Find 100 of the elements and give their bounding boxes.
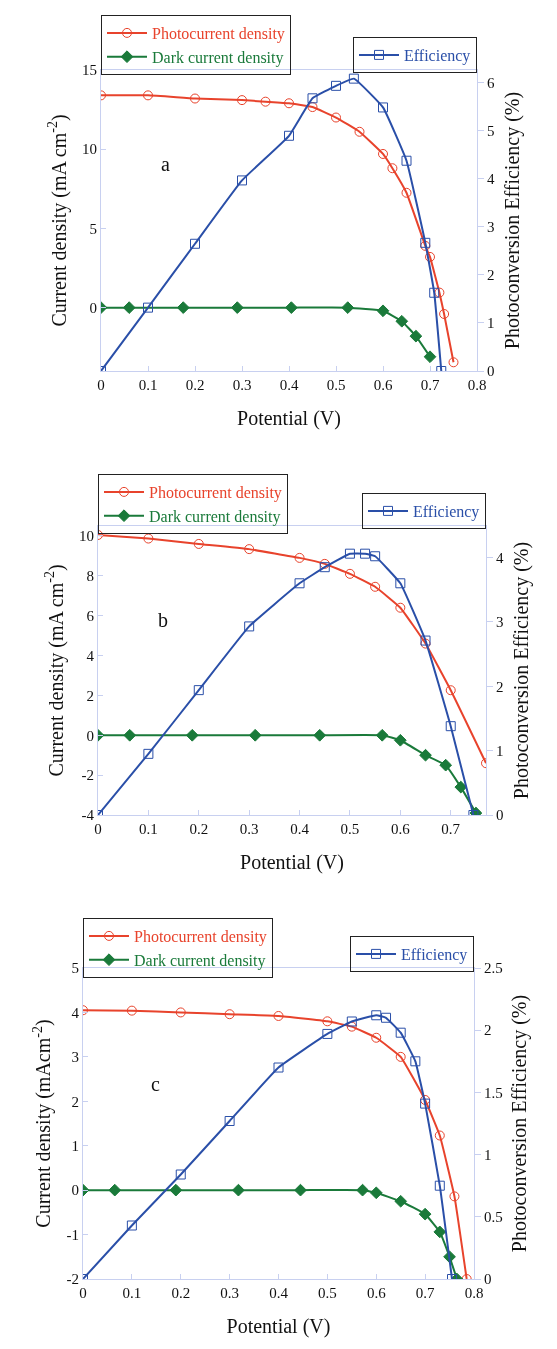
point bbox=[273, 1010, 284, 1021]
x-axis-title: Potential (V) bbox=[240, 850, 344, 874]
y2-tick-label: 1 bbox=[496, 742, 504, 759]
y2-tick-label: 1 bbox=[487, 315, 495, 332]
point bbox=[319, 562, 330, 573]
point bbox=[244, 621, 255, 632]
point bbox=[395, 1051, 406, 1062]
point bbox=[260, 96, 271, 107]
point bbox=[322, 1016, 333, 1027]
y-tick-label: 4 bbox=[71, 1004, 80, 1021]
y2-tick-label: 4 bbox=[496, 549, 504, 566]
legend-label: Efficiency bbox=[401, 946, 468, 965]
point bbox=[449, 1191, 460, 1202]
x-tick-label: 0.5 bbox=[340, 821, 360, 837]
point bbox=[434, 1180, 445, 1191]
y-tick-label: 0 bbox=[86, 727, 94, 744]
point bbox=[248, 728, 262, 742]
x-tick-label: 0.8 bbox=[464, 1285, 484, 1301]
point bbox=[371, 1010, 382, 1021]
annotation: a bbox=[161, 153, 170, 175]
point bbox=[344, 548, 355, 559]
point bbox=[394, 1194, 408, 1208]
point bbox=[237, 175, 247, 186]
point bbox=[294, 1183, 307, 1197]
point bbox=[319, 558, 330, 569]
point bbox=[232, 1183, 245, 1197]
point bbox=[348, 73, 359, 84]
point bbox=[420, 1094, 431, 1105]
point bbox=[143, 748, 154, 759]
y2-tick-label: 0.5 bbox=[484, 1209, 503, 1226]
annotation: c bbox=[151, 1073, 160, 1095]
x-tick-label: 0.7 bbox=[420, 377, 440, 393]
legend-label: Photocurrent density bbox=[152, 25, 285, 44]
point bbox=[294, 552, 305, 563]
point bbox=[371, 1032, 382, 1043]
point bbox=[185, 728, 199, 742]
y-tick-label: -2 bbox=[81, 767, 94, 784]
point bbox=[193, 538, 204, 549]
x-tick-label: 0.4 bbox=[269, 1285, 289, 1301]
point bbox=[175, 1007, 186, 1018]
y-tick-label: 2 bbox=[86, 687, 94, 704]
y-tick-label: 4 bbox=[86, 647, 95, 664]
y-tick-label: 6 bbox=[86, 607, 95, 624]
point bbox=[331, 112, 341, 123]
y2-tick-label: 2 bbox=[496, 678, 504, 695]
y2-tick-label: 3 bbox=[487, 219, 495, 236]
point bbox=[346, 1021, 357, 1032]
legend-label: Dark current density bbox=[152, 48, 284, 67]
y-tick-label: -2 bbox=[66, 1271, 79, 1288]
point bbox=[423, 350, 437, 364]
x-axis-title: Potential (V) bbox=[226, 1314, 331, 1338]
point bbox=[418, 1207, 432, 1221]
point bbox=[143, 533, 154, 544]
point bbox=[369, 1186, 383, 1200]
point bbox=[393, 733, 407, 747]
point bbox=[190, 238, 200, 249]
x-tick-label: 0.6 bbox=[390, 821, 411, 837]
point bbox=[395, 602, 406, 613]
y2-axis-title: Photoconversion Efficiency (%) bbox=[508, 994, 532, 1253]
y2-tick-label: 0 bbox=[487, 363, 495, 380]
point bbox=[387, 163, 398, 174]
y2-tick-label: 1 bbox=[484, 1146, 492, 1163]
point bbox=[122, 301, 136, 314]
point bbox=[307, 93, 318, 104]
point bbox=[284, 98, 294, 109]
point bbox=[244, 544, 255, 555]
y2-tick-label: 2.5 bbox=[484, 960, 503, 977]
y2-tick-label: 2 bbox=[484, 1022, 492, 1039]
point bbox=[143, 302, 153, 313]
point bbox=[237, 95, 247, 106]
point bbox=[341, 301, 355, 314]
legend-label: Dark current density bbox=[149, 507, 281, 526]
y2-tick-label: 4 bbox=[487, 171, 495, 188]
point bbox=[307, 102, 318, 113]
legend-label: Efficiency bbox=[404, 47, 471, 66]
point bbox=[401, 155, 412, 166]
point bbox=[322, 1028, 333, 1039]
y-tick-label: 5 bbox=[71, 960, 79, 977]
y-tick-label: 2 bbox=[71, 1093, 79, 1110]
y-tick-label: 10 bbox=[82, 141, 97, 158]
y-tick-label: 8 bbox=[86, 568, 94, 585]
point bbox=[419, 748, 432, 762]
y2-tick-label: 6 bbox=[487, 75, 495, 92]
point bbox=[284, 130, 294, 141]
point bbox=[378, 102, 388, 113]
point bbox=[445, 721, 456, 732]
point bbox=[433, 1225, 447, 1239]
point bbox=[294, 578, 305, 589]
point bbox=[169, 1183, 183, 1197]
x-tick-label: 0.6 bbox=[373, 377, 393, 393]
y2-axis-title: Photoconversion Efficiency (%) bbox=[500, 91, 524, 350]
y-tick-label: 15 bbox=[82, 62, 97, 79]
point bbox=[126, 1005, 137, 1016]
x-tick-label: 0.5 bbox=[317, 1285, 337, 1301]
point bbox=[331, 80, 341, 91]
point bbox=[344, 568, 355, 579]
x-tick-label: 0.2 bbox=[185, 377, 205, 393]
point bbox=[439, 758, 453, 772]
x-tick-label: 0.7 bbox=[415, 1285, 435, 1301]
point bbox=[346, 1016, 357, 1027]
